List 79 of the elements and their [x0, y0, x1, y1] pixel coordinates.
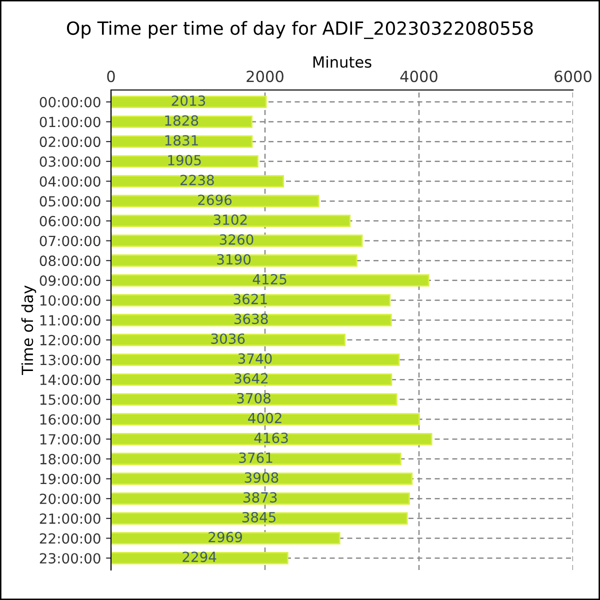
data-label: 3642: [234, 373, 268, 384]
chart-title: Op Time per time of day for ADIF_20230322080558: [66, 21, 533, 39]
data-label: 1905: [168, 154, 201, 166]
bar: [111, 116, 252, 128]
bar: [111, 314, 392, 326]
bar: [111, 413, 420, 426]
bar: [111, 96, 267, 108]
y-tick-label: 01:00:00: [40, 116, 100, 128]
y-tick-label: 22:00:00: [40, 533, 100, 544]
data-label: 4002: [248, 412, 282, 424]
bar: [111, 254, 358, 267]
y-tick-label: 17:00:00: [40, 434, 100, 445]
data-label: 3740: [238, 353, 272, 364]
y-tick-label: 20:00:00: [40, 494, 100, 504]
data-label: 3102: [214, 214, 247, 225]
y-tick-label: 14:00:00: [40, 374, 100, 386]
data-label: 3908: [244, 472, 278, 483]
data-label: 4163: [254, 432, 288, 444]
data-label: 3708: [237, 392, 270, 404]
y-tick-label: 04:00:00: [40, 176, 100, 187]
y-tick-label: 15:00:00: [40, 394, 100, 405]
data-label: 2013: [172, 95, 206, 106]
y-tick-label: 12:00:00: [40, 334, 100, 346]
bar: [111, 373, 392, 386]
bar: [111, 274, 430, 287]
bar: [111, 214, 351, 228]
bar: [111, 452, 402, 466]
bar: [111, 472, 413, 485]
bar: [111, 175, 284, 188]
x-axis-title: Minutes: [313, 56, 372, 68]
data-label: 3036: [211, 333, 245, 344]
y-tick-label: 21:00:00: [40, 513, 100, 524]
y-tick-label: 18:00:00: [40, 454, 100, 464]
data-label: 4125: [252, 274, 286, 284]
data-label: 3845: [242, 512, 276, 522]
y-tick-label: 11:00:00: [40, 315, 100, 326]
bar: [111, 155, 258, 168]
data-label: 3190: [217, 254, 251, 265]
y-tick-label: 19:00:00: [40, 474, 100, 484]
bar: [111, 393, 398, 406]
y-tick-label: 07:00:00: [40, 236, 100, 246]
bar: [111, 532, 340, 544]
bar: [111, 492, 410, 505]
data-label: 2294: [182, 552, 216, 562]
bar: [111, 432, 432, 446]
y-tick-label: 13:00:00: [40, 354, 100, 366]
y-tick-label: 05:00:00: [40, 196, 100, 207]
data-label: 3873: [243, 492, 277, 503]
y-tick-label: 06:00:00: [40, 216, 100, 226]
y-tick-label: 16:00:00: [40, 414, 100, 425]
y-tick-label: 23:00:00: [40, 553, 100, 564]
x-tick-label: 6000: [554, 70, 592, 82]
bar: [111, 135, 253, 148]
bar: [111, 354, 400, 366]
bar: [111, 334, 346, 346]
bar: [111, 194, 320, 208]
data-label: 2696: [198, 194, 232, 206]
x-tick-label: 2000: [246, 70, 284, 82]
bar: [111, 512, 408, 525]
y-tick-label: 10:00:00: [40, 295, 100, 306]
bar: [111, 294, 391, 306]
y-tick-label: 03:00:00: [40, 156, 100, 167]
data-label: 1828: [165, 115, 198, 126]
x-tick-label: 4000: [400, 70, 438, 82]
bar: [111, 234, 363, 247]
data-label: 3638: [234, 314, 268, 324]
data-label: 1831: [165, 135, 198, 146]
data-label: 2238: [180, 174, 214, 186]
y-tick-label: 02:00:00: [40, 136, 100, 148]
data-label: 3260: [220, 234, 254, 245]
y-tick-label: 00:00:00: [40, 96, 100, 108]
y-tick-label: 09:00:00: [40, 275, 100, 286]
y-axis-title: Time of day: [21, 285, 36, 376]
data-label: 3761: [239, 452, 272, 463]
x-tick-label: 0: [107, 70, 115, 82]
data-label: 2969: [208, 532, 242, 542]
bar: [111, 552, 288, 564]
y-tick-label: 08:00:00: [40, 256, 100, 266]
data-label: 3621: [234, 294, 267, 304]
